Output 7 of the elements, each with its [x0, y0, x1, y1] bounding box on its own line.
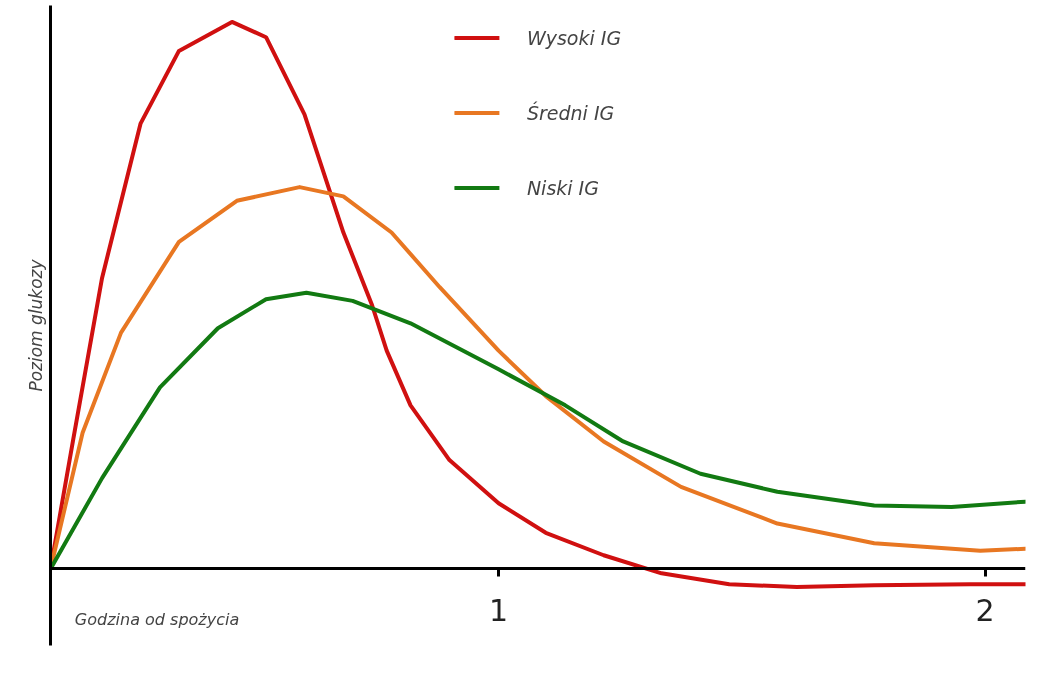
x-axis-title: Godzina od spożycia [74, 610, 240, 630]
y-axis-title: Poziom glukozy [25, 258, 46, 392]
x-tick-label: 2 [975, 592, 995, 628]
legend-label: Średni IG [526, 101, 615, 124]
legend-label: Wysoki IG [526, 26, 622, 49]
x-tick-label: 1 [489, 592, 509, 628]
legend-label: Niski IG [526, 176, 599, 199]
